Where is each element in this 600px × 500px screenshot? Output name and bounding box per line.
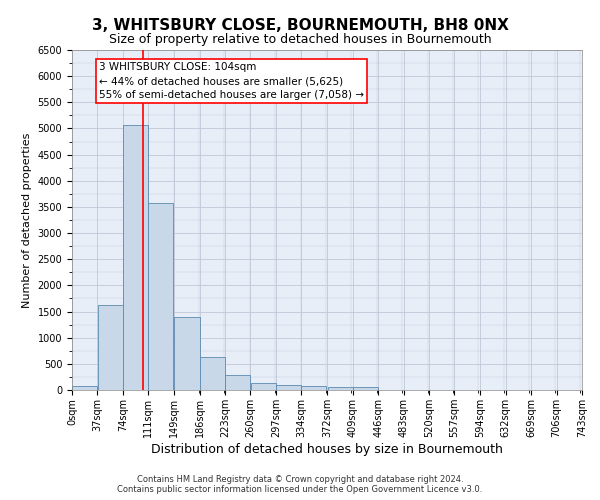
Bar (98, 305, 122, 390)
Bar (200, 358, 225, 390)
Bar (301, 386, 326, 390)
Text: 3, WHITSBURY CLOSE, BOURNEMOUTH, BH8 0NX: 3, WHITSBURY CLOSE, BOURNEMOUTH, BH8 0NX (92, 18, 508, 32)
X-axis label: Distribution of detached houses by size in Bournemouth: Distribution of detached houses by size … (151, 442, 503, 456)
Bar (175, 317, 199, 390)
Bar (328, 388, 353, 390)
Bar (276, 384, 301, 390)
Bar (225, 375, 250, 390)
Bar (148, 203, 173, 390)
Text: Contains HM Land Registry data © Crown copyright and database right 2024.
Contai: Contains HM Land Registry data © Crown c… (118, 474, 482, 494)
Bar (353, 388, 378, 390)
Bar (72, 386, 97, 390)
Bar (251, 383, 275, 390)
Text: Size of property relative to detached houses in Bournemouth: Size of property relative to detached ho… (109, 32, 491, 46)
Bar (123, 124, 148, 390)
Y-axis label: Number of detached properties: Number of detached properties (22, 132, 32, 308)
Text: 3 WHITSBURY CLOSE: 104sqm
← 44% of detached houses are smaller (5,625)
55% of se: 3 WHITSBURY CLOSE: 104sqm ← 44% of detac… (99, 62, 364, 100)
